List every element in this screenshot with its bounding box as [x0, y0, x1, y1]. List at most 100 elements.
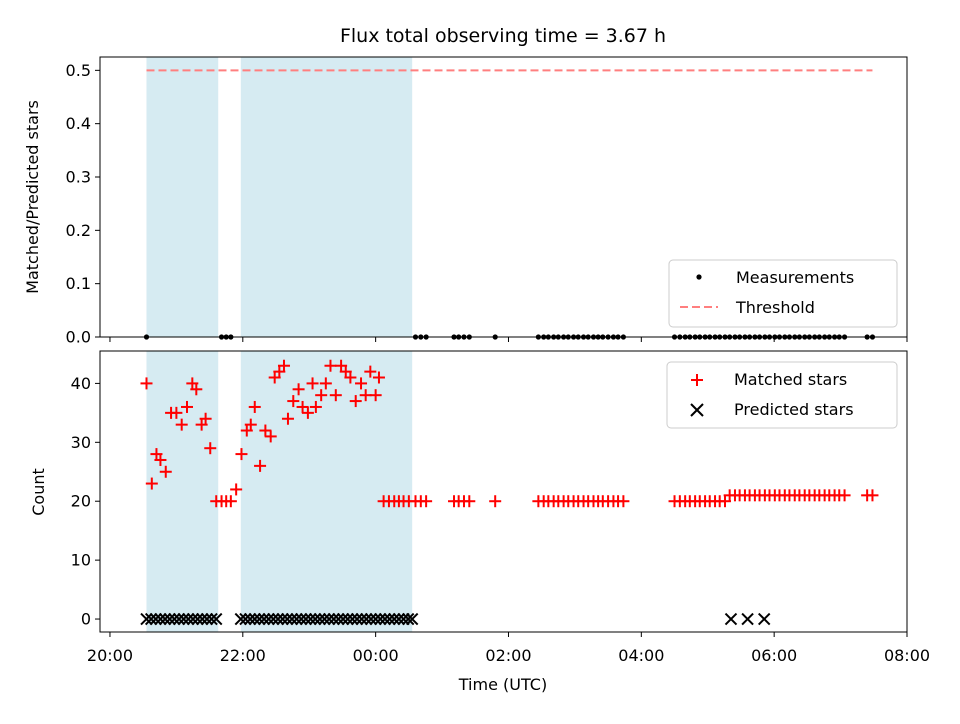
predicted-star-point	[234, 612, 248, 626]
predicted-star-point	[383, 612, 396, 626]
predicted-star-point	[364, 612, 378, 626]
matched-star-point	[181, 400, 194, 413]
predicted-star-point	[182, 612, 195, 626]
ratio-observing-windows	[146, 57, 413, 337]
predicted-star-point	[392, 612, 406, 626]
predicted-star-point	[401, 612, 415, 626]
x-tick-label: 00:00	[353, 646, 399, 665]
predicted-star-point	[205, 612, 218, 626]
legend-matched-label: Matched stars	[734, 370, 847, 389]
predicted-star-point	[168, 612, 181, 626]
ratio-x-ticks	[109, 337, 908, 342]
predicted-star-point	[248, 612, 261, 626]
predicted-star-point	[308, 612, 322, 626]
predicted-star-point	[285, 612, 299, 626]
predicted-star-point	[149, 612, 162, 626]
matched-star-point	[287, 395, 300, 408]
ratio-ytick-label: 0.2	[66, 221, 91, 240]
predicted-star-point	[405, 612, 419, 626]
legend-measurements-marker	[696, 274, 702, 280]
ratio-ytick-label: 0.0	[66, 328, 91, 347]
matched-star-point	[281, 412, 294, 425]
counts-y-ticks: 0 10 20 30 40	[71, 374, 100, 629]
predicted-star-point	[243, 612, 257, 626]
predicted-star-point	[200, 612, 214, 626]
counts-ytick-label: 40	[71, 374, 91, 393]
x-tick-label: 20:00	[87, 646, 133, 665]
predicted-star-point	[290, 612, 303, 626]
predicted-star-point	[336, 612, 350, 626]
predicted-star-point	[144, 612, 158, 626]
matched-star-point	[463, 495, 476, 508]
counts-x-ticks: 20:00 22:00 00:00 02:00 04:00 06:00 08:00	[87, 632, 930, 665]
predicted-star-point	[281, 612, 294, 626]
predicted-star-point	[724, 612, 738, 626]
predicted-star-point	[741, 612, 754, 626]
matched-star-point	[230, 483, 243, 496]
ratio-ytick-label: 0.4	[66, 114, 91, 133]
counts-ytick-label: 10	[71, 551, 91, 570]
predicted-star-point	[191, 612, 204, 626]
predicted-star-point	[295, 612, 308, 626]
matched-star-point	[349, 395, 362, 408]
matched-star-point	[259, 424, 272, 437]
predicted-star-point	[757, 612, 771, 626]
predicted-star-point	[196, 612, 209, 626]
predicted-star-point	[299, 612, 313, 626]
counts-legend: Matched stars Predicted stars	[666, 361, 898, 429]
matched-star-point	[369, 389, 382, 402]
counts-ytick-label: 30	[71, 433, 91, 452]
matched-star-point	[159, 465, 172, 478]
ratio-panel: 0.0 0.1 0.2 0.3 0.4 0.5 Matched/Predicted sta…	[23, 56, 908, 347]
x-tick-label: 02:00	[485, 646, 531, 665]
predicted-star-point	[163, 612, 176, 626]
predicted-star-point	[332, 612, 345, 626]
matched-star-point	[199, 412, 212, 425]
predicted-star-point	[186, 612, 200, 626]
predicted-star-point	[341, 612, 354, 626]
matched-star-point	[306, 377, 319, 390]
counts-axes-frame	[99, 350, 908, 633]
predicted-star-point	[257, 612, 271, 626]
predicted-star-point	[374, 612, 387, 626]
x-tick-label: 22:00	[220, 646, 266, 665]
matched-star-point	[140, 377, 153, 390]
predicted-star-point	[346, 612, 359, 626]
legend-measurements-label: Measurements	[736, 268, 854, 287]
chart-title: Flux total observing time = 3.67 h	[340, 25, 666, 47]
counts-ytick-label: 0	[81, 610, 91, 629]
x-axis-label: Time (UTC)	[458, 675, 547, 694]
ratio-ytick-label: 0.5	[66, 61, 91, 80]
matched-star-point	[292, 383, 305, 396]
ratio-ytick-label: 0.1	[66, 274, 91, 293]
x-tick-label: 04:00	[618, 646, 664, 665]
predicted-star-point	[350, 612, 364, 626]
predicted-star-point	[154, 612, 167, 626]
predicted-star-point	[369, 612, 382, 626]
matched-star-point	[489, 495, 502, 508]
matched-star-point	[204, 442, 217, 455]
x-tick-label: 08:00	[884, 646, 930, 665]
predicted-star-point	[276, 612, 289, 626]
matched-star-point	[145, 477, 158, 490]
ratio-ytick-label: 0.3	[66, 168, 91, 187]
ratio-legend: Measurements Threshold	[668, 259, 898, 328]
matched-star-point	[244, 418, 257, 431]
predicted-star-point	[158, 612, 172, 626]
matched-star-point	[355, 377, 368, 390]
matched-star-point	[364, 365, 377, 378]
ratio-axes-frame	[99, 56, 908, 338]
matched-star-point	[224, 495, 237, 508]
ratio-window-0	[146, 57, 219, 337]
predicted-star-point	[388, 612, 401, 626]
predicted-star-point	[355, 612, 368, 626]
predicted-star-point	[327, 612, 341, 626]
matched-star-point	[248, 400, 261, 413]
predicted-star-point	[172, 612, 186, 626]
predicted-star-point	[140, 612, 153, 626]
matched-star-point	[309, 400, 322, 413]
predicted-star-point	[271, 612, 285, 626]
matched-star-point	[838, 489, 851, 502]
matched-star-point	[324, 359, 337, 372]
